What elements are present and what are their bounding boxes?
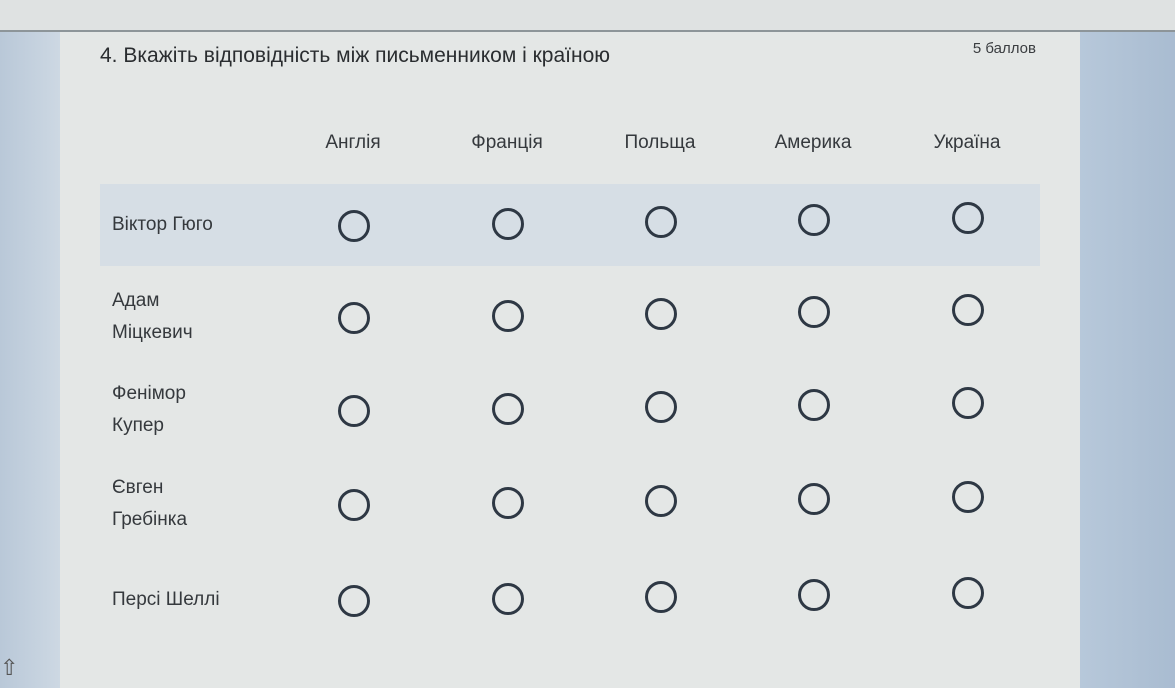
row-label: Фенімор Купер — [112, 378, 186, 442]
radio-button[interactable] — [338, 302, 370, 334]
question-card: 4. Вкажіть відповідність між письменнико… — [60, 32, 1080, 688]
row-label: Адам Міцкевич — [112, 285, 193, 349]
row-label-line: Віктор Гюго — [112, 214, 213, 235]
radio-button[interactable] — [645, 391, 677, 423]
column-header: Англія — [325, 132, 381, 153]
radio-button[interactable] — [338, 489, 370, 521]
radio-button[interactable] — [492, 487, 524, 519]
question-points: 5 баллов — [972, 40, 1036, 57]
radio-button[interactable] — [338, 395, 370, 427]
grid-row — [100, 184, 1040, 266]
radio-button[interactable] — [798, 579, 830, 611]
row-label-line: Євген — [112, 477, 164, 498]
radio-button[interactable] — [952, 294, 984, 326]
radio-button[interactable] — [338, 210, 370, 242]
row-label: Персі Шеллі — [112, 584, 220, 616]
page-background-left — [0, 32, 60, 688]
grid-row — [100, 559, 1040, 641]
column-header: Польща — [624, 132, 696, 153]
column-header: Франція — [471, 132, 543, 153]
radio-button[interactable] — [645, 298, 677, 330]
mouse-cursor-icon: ⇧ — [0, 655, 19, 680]
row-label-line: Фенімор — [112, 383, 186, 404]
radio-button[interactable] — [492, 300, 524, 332]
row-label-line: Купер — [112, 415, 164, 436]
column-header: Україна — [933, 132, 1001, 153]
row-label: Віктор Гюго — [112, 209, 213, 241]
radio-button[interactable] — [492, 208, 524, 240]
row-label-line: Адам — [112, 290, 160, 311]
radio-button[interactable] — [952, 481, 984, 513]
radio-button[interactable] — [798, 483, 830, 515]
radio-button[interactable] — [798, 296, 830, 328]
question-title: 4. Вкажіть відповідність між письменнико… — [100, 44, 610, 67]
radio-button[interactable] — [645, 581, 677, 613]
radio-button[interactable] — [645, 206, 677, 238]
radio-button[interactable] — [952, 202, 984, 234]
row-label-line: Міцкевич — [112, 322, 193, 343]
column-header: Америка — [774, 132, 852, 153]
page-background-right — [1080, 32, 1175, 688]
browser-top-bar — [0, 0, 1175, 32]
row-label: Євген Гребінка — [112, 472, 187, 536]
grid-row — [100, 369, 1040, 451]
radio-button[interactable] — [798, 389, 830, 421]
grid-row — [100, 276, 1040, 358]
row-label-line: Гребінка — [112, 509, 188, 530]
radio-button[interactable] — [338, 585, 370, 617]
radio-button[interactable] — [798, 204, 830, 236]
row-label-line: Персі Шеллі — [112, 589, 220, 610]
radio-button[interactable] — [645, 485, 677, 517]
radio-button[interactable] — [492, 583, 524, 615]
grid-row — [100, 463, 1040, 545]
radio-button[interactable] — [492, 393, 524, 425]
radio-button[interactable] — [952, 577, 984, 609]
radio-button[interactable] — [952, 387, 984, 419]
